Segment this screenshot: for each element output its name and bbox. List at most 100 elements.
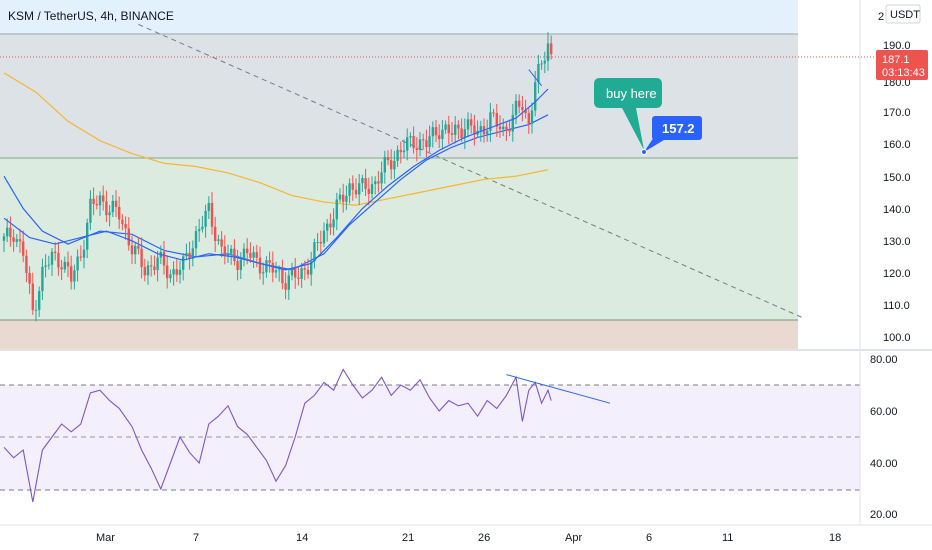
time-tick: 6 (646, 532, 652, 544)
candle-body (457, 124, 460, 129)
candle-body (249, 253, 252, 258)
candle-body (278, 269, 281, 271)
candle-body (188, 252, 191, 259)
candle-body (294, 268, 297, 278)
candle-body (479, 126, 482, 131)
candle-body (434, 127, 438, 136)
candle-body (15, 239, 18, 242)
candle-body (338, 194, 342, 200)
candle-body (463, 129, 466, 139)
candle-body (134, 245, 137, 255)
rsi-trend-line (506, 374, 611, 404)
price-plot[interactable] (2, 23, 805, 322)
price-tick: 120.0 (883, 268, 911, 280)
candle-body (396, 149, 399, 161)
candle-body (492, 112, 495, 114)
candle-body (380, 172, 383, 184)
candle-body (9, 227, 12, 238)
candle-body (265, 260, 268, 273)
candle-body (175, 269, 178, 275)
candle-body (418, 139, 422, 151)
price-tick: 100.0 (883, 332, 911, 344)
candle-body (210, 202, 214, 227)
callout-bubble (594, 78, 662, 150)
candle-body (76, 256, 79, 271)
candle-body (214, 226, 217, 241)
candle-body (182, 256, 185, 270)
wedge-line (528, 69, 542, 87)
candle-body (172, 269, 175, 275)
candle-body (348, 183, 351, 196)
price-tick: 150.0 (883, 172, 911, 184)
candle-body (60, 267, 63, 270)
candle-body (108, 212, 111, 216)
candle-body (2, 236, 6, 241)
candle-body (364, 178, 367, 189)
price-tick: 130.0 (883, 236, 911, 248)
candle-body (450, 133, 454, 135)
time-axis[interactable]: Mar 7 14 21 26 Apr 6 11 18 (96, 532, 841, 544)
time-tick: 18 (829, 532, 841, 544)
candle-body (236, 261, 239, 271)
rsi-plot[interactable] (3, 368, 611, 503)
price-tick: 110.0 (883, 300, 910, 312)
candle-body (351, 183, 354, 190)
candle-body (412, 136, 415, 149)
trend-line (138, 23, 805, 319)
candle-body (287, 275, 290, 290)
ma-slow-line (3, 72, 549, 206)
price-tick: 170.0 (883, 107, 911, 119)
time-tick: 7 (193, 532, 199, 544)
candle-body (409, 136, 412, 138)
scale-button[interactable]: 2 (878, 11, 884, 23)
price-axis[interactable]: 190.0 180.0 170.0 160.0 150.0 140.0 130.… (883, 40, 911, 344)
time-tick: Apr (565, 532, 582, 544)
candle-body (290, 268, 294, 276)
currency-label: USDT (890, 9, 920, 21)
candle-body (12, 237, 15, 242)
candle-body (185, 252, 188, 257)
candle-body (169, 274, 172, 279)
candle-body (271, 262, 274, 273)
candle-body (95, 204, 98, 206)
candle-body (226, 253, 230, 256)
candle-body (102, 195, 105, 202)
candle-body (406, 137, 409, 151)
candle-body (268, 260, 271, 263)
candle-body (550, 43, 553, 55)
target-price-label[interactable]: 157.2 (641, 116, 703, 155)
candle-body (255, 252, 258, 258)
candle-body (31, 283, 34, 311)
candle-body (223, 246, 226, 256)
candle-body (383, 157, 386, 173)
rsi-tick: 80.00 (870, 354, 898, 366)
currency-badge[interactable] (885, 4, 921, 24)
rsi-axis[interactable]: 80.00 60.00 40.00 20.00 (870, 354, 898, 521)
candle-body (534, 82, 537, 111)
candle-body (521, 106, 524, 111)
candle-body (111, 200, 114, 213)
candle-body (428, 136, 431, 148)
candle-body (303, 268, 306, 270)
candle-body (374, 181, 377, 185)
candle-body (130, 245, 134, 255)
candle-body (194, 231, 198, 249)
candle-body (370, 184, 374, 194)
candle-body (127, 228, 130, 246)
candle-body (377, 181, 380, 184)
candle-body (105, 201, 108, 216)
candle-body (274, 270, 278, 273)
candle-body (441, 129, 444, 140)
candle-body (367, 188, 370, 194)
candle-body (114, 200, 118, 207)
candle-body (191, 248, 194, 259)
buy-here-callout[interactable]: buy here (594, 78, 662, 150)
candle-body (54, 251, 57, 253)
candle-body (322, 230, 326, 244)
candle-body (143, 267, 146, 276)
candle-body (281, 269, 284, 284)
time-tick: 11 (722, 532, 733, 544)
price-tick: 190.0 (883, 40, 911, 52)
candle-body (422, 139, 425, 141)
